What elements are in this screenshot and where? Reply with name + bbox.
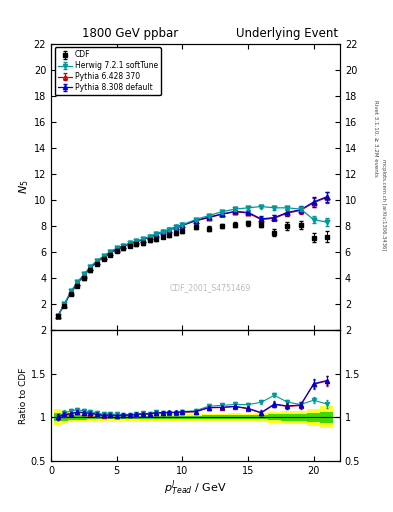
Y-axis label: Ratio to CDF: Ratio to CDF — [19, 368, 28, 424]
X-axis label: $p_T^{l}{}_{ead}$ / GeV: $p_T^{l}{}_{ead}$ / GeV — [164, 478, 227, 498]
Text: mcplots.cern.ch [arXiv:1306.3436]: mcplots.cern.ch [arXiv:1306.3436] — [381, 159, 386, 250]
Text: CDF_2001_S4751469: CDF_2001_S4751469 — [169, 283, 251, 292]
Legend: CDF, Herwig 7.2.1 softTune, Pythia 6.428 370, Pythia 8.308 default: CDF, Herwig 7.2.1 softTune, Pythia 6.428… — [55, 47, 161, 95]
Text: 1800 GeV ppbar: 1800 GeV ppbar — [82, 28, 178, 40]
Text: Rivet 3.1.10, ≥ 3.2M events: Rivet 3.1.10, ≥ 3.2M events — [373, 100, 378, 177]
Text: Underlying Event: Underlying Event — [236, 28, 338, 40]
Y-axis label: $N_5$: $N_5$ — [17, 180, 31, 194]
